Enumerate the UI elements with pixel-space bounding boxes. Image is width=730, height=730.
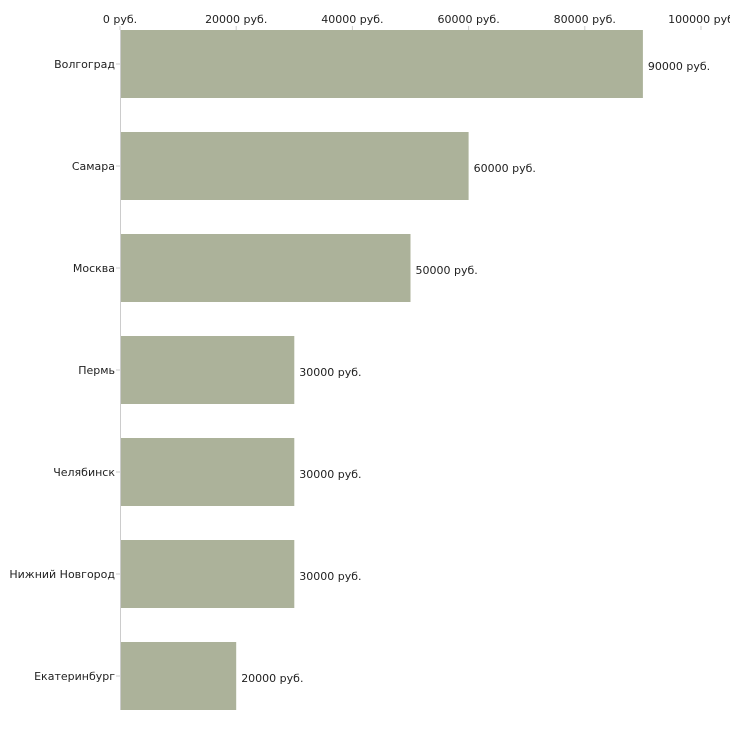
bar — [121, 234, 411, 302]
category-label: Нижний Новгород — [9, 568, 115, 581]
bar — [121, 438, 295, 506]
data-label: 60000 руб. — [474, 162, 536, 175]
data-label: 30000 руб. — [299, 570, 361, 583]
category-label: Челябинск — [53, 466, 115, 479]
data-label: 20000 руб. — [241, 672, 303, 685]
category-label: Пермь — [78, 364, 115, 377]
data-label: 30000 руб. — [299, 468, 361, 481]
x-tick-label: 100000 руб — [668, 13, 730, 26]
category-label: Волгоград — [54, 58, 115, 71]
data-label: 30000 руб. — [299, 366, 361, 379]
category-label: Москва — [73, 262, 115, 275]
category-label: Самара — [72, 160, 115, 173]
data-label: 90000 руб. — [648, 60, 710, 73]
data-label: 50000 руб. — [416, 264, 478, 277]
x-tick-label: 0 руб. — [103, 13, 137, 26]
x-tick-label: 40000 руб. — [321, 13, 383, 26]
x-tick-label: 60000 руб. — [437, 13, 499, 26]
bar — [121, 30, 643, 98]
bar — [121, 540, 295, 608]
x-tick-label: 80000 руб. — [554, 13, 616, 26]
bar — [121, 336, 295, 404]
category-label: Екатеринбург — [34, 670, 115, 683]
bar — [121, 642, 237, 710]
x-tick-label: 20000 руб. — [205, 13, 267, 26]
bar — [121, 132, 469, 200]
